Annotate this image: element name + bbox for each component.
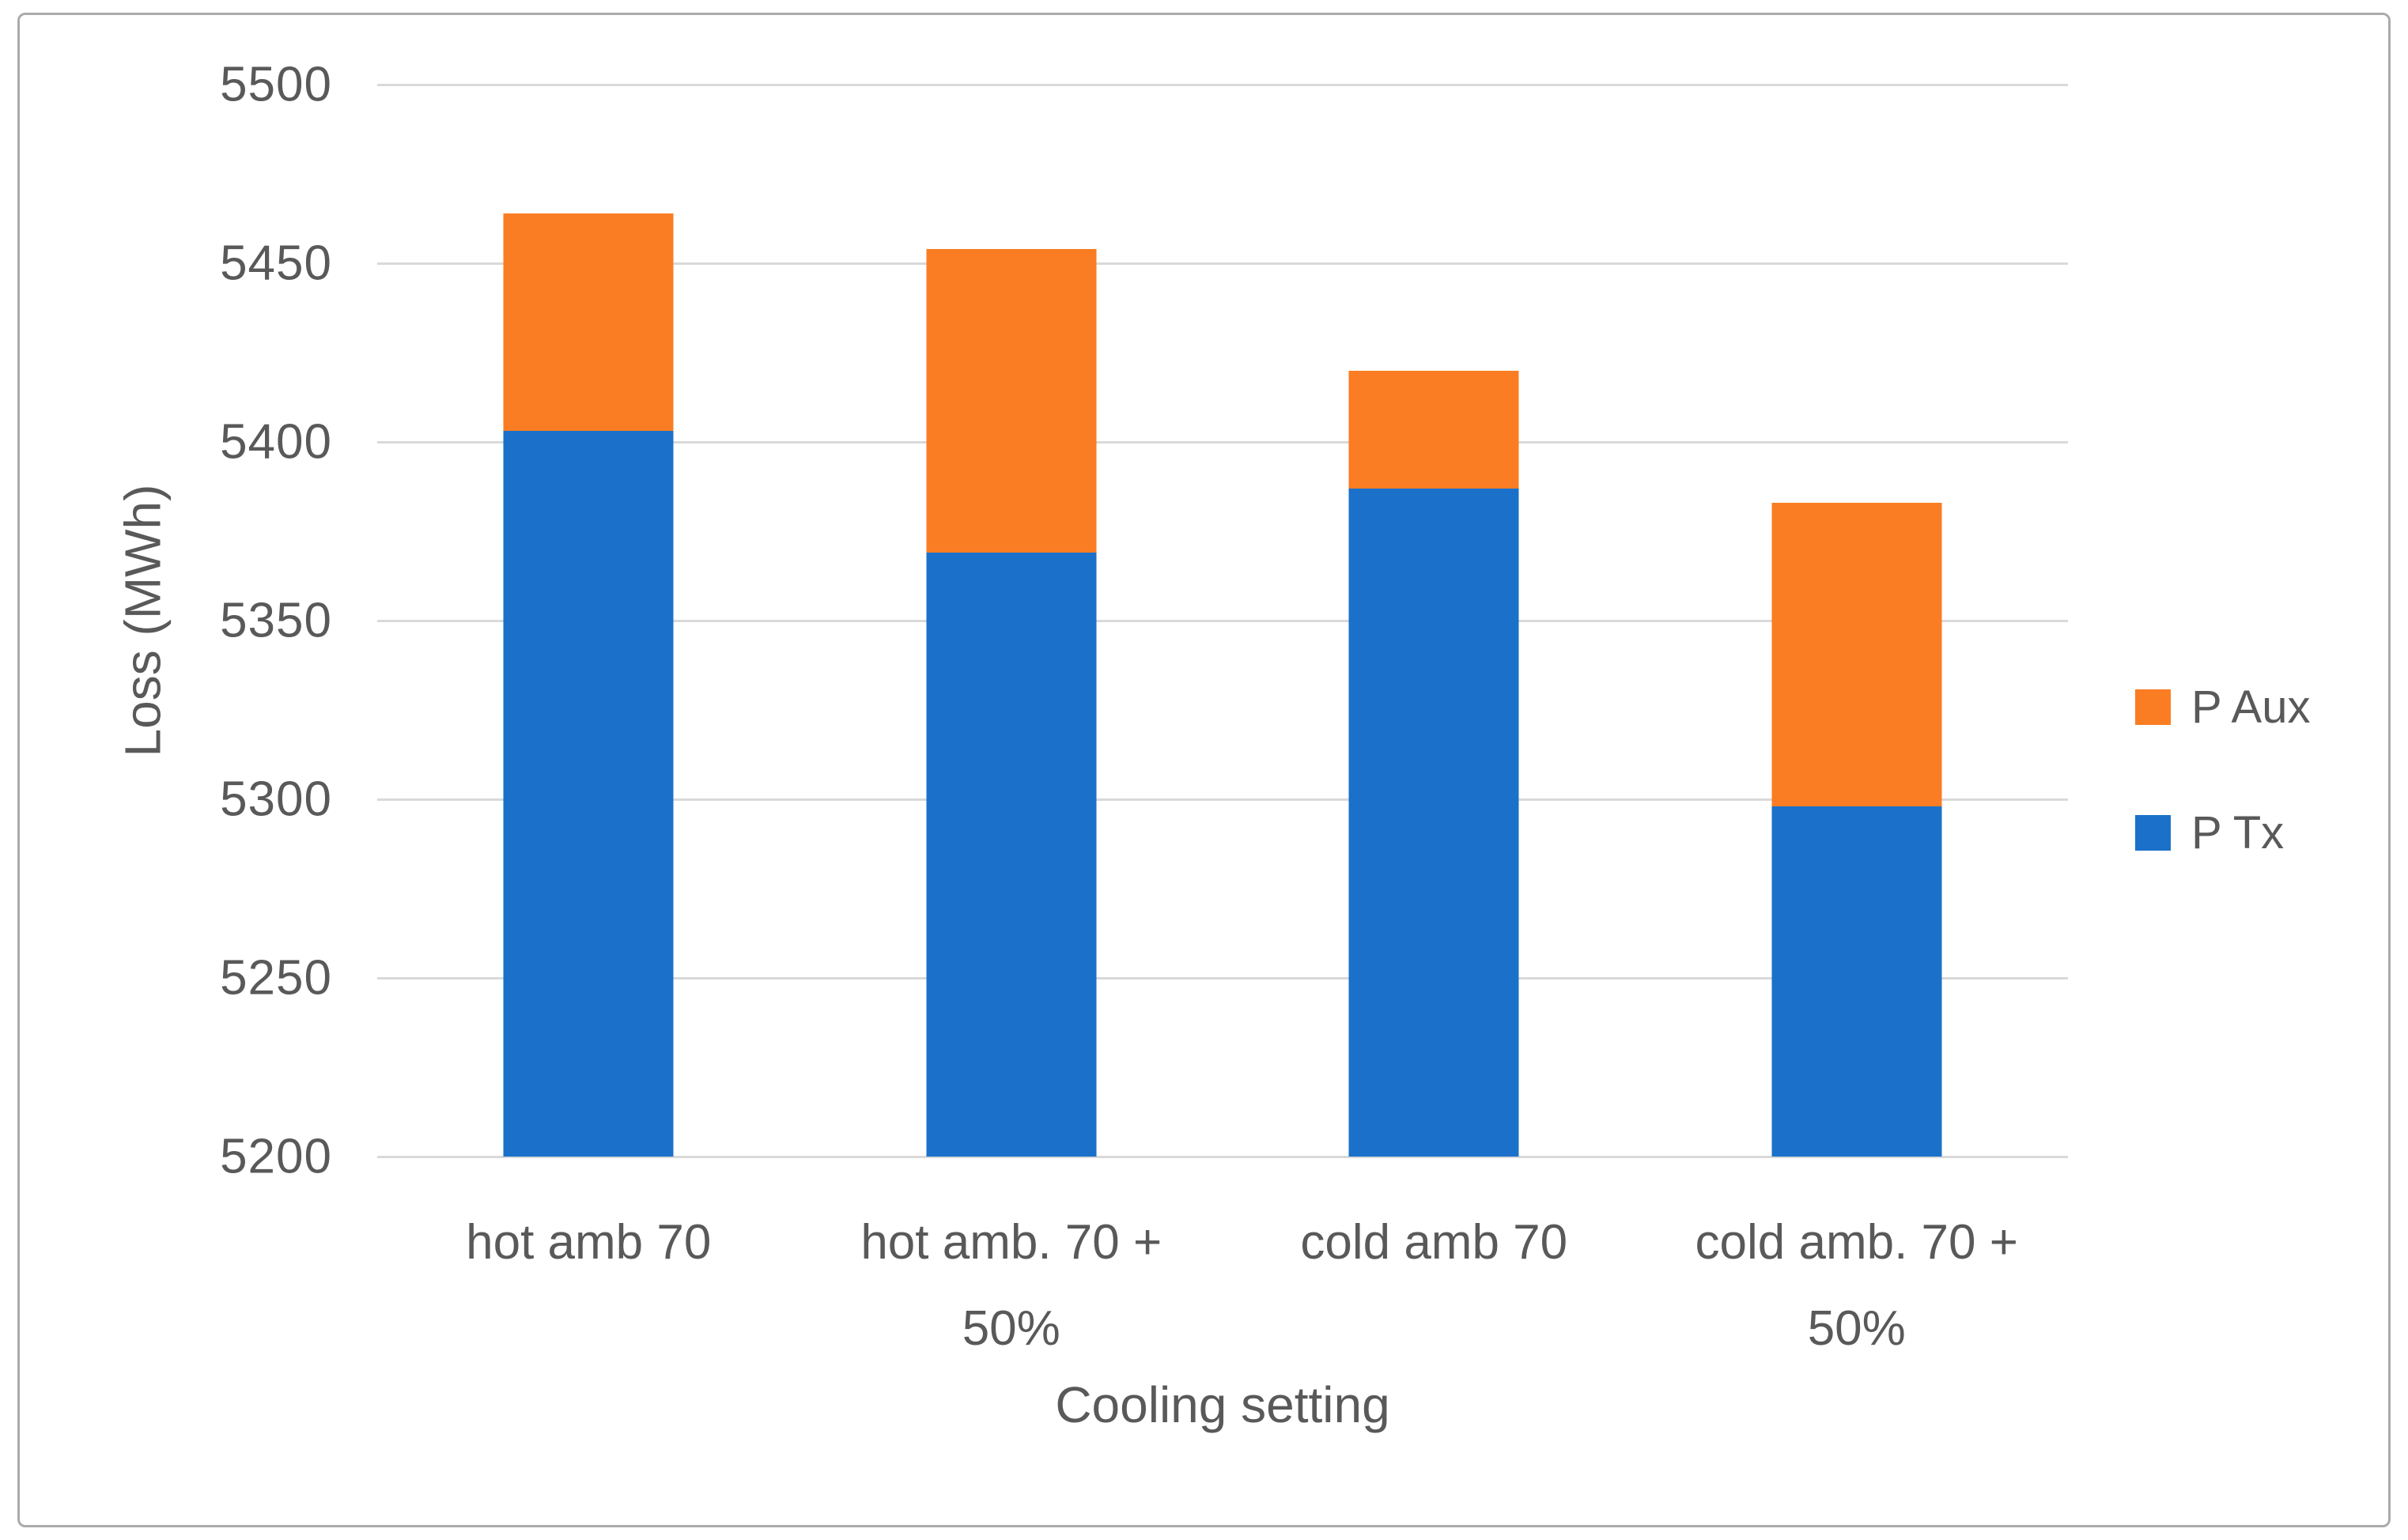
legend-item-p-aux: P Aux <box>2135 681 2311 734</box>
legend-swatch-p-tx <box>2135 815 2171 851</box>
legend-label-p-aux: P Aux <box>2191 681 2311 733</box>
bar-slot-cold-amb-70 <box>1223 85 1646 1157</box>
y-tick-label-5350: 5350 <box>220 593 332 648</box>
legend-swatch-p-aux <box>2135 689 2171 725</box>
x-category-label-cold-amb-70-50: cold amb. 70 + 50% <box>1695 1215 2018 1356</box>
bars <box>377 85 2068 1157</box>
bar-hot-amb-70-50 <box>926 248 1097 1157</box>
bar-segment-p-aux-hot-amb-70-50 <box>926 248 1097 553</box>
bar-hot-amb-70 <box>503 213 674 1157</box>
x-axis-title: Cooling setting <box>377 1376 2068 1434</box>
bar-cold-amb-70-50 <box>1771 502 1942 1157</box>
gridline-5250 <box>377 976 2068 979</box>
y-axis-tick-labels: 5500 5450 5400 5350 5300 5250 5200 <box>0 58 332 1184</box>
y-tick-label-5300: 5300 <box>220 772 332 827</box>
gridline-5500 <box>377 83 2068 86</box>
bar-segment-p-aux-hot-amb-70 <box>503 213 674 432</box>
gridline-5450 <box>377 262 2068 265</box>
gridline-5400 <box>377 440 2068 444</box>
y-tick-label-5500: 5500 <box>220 57 332 112</box>
x-axis-category-labels: hot amb 70 hot amb. 70 + 50% cold amb 70 co… <box>377 1200 2068 1372</box>
legend-item-p-tx: P Tx <box>2135 806 2311 859</box>
y-tick-label-5250: 5250 <box>220 950 332 1006</box>
plot-area <box>377 83 2068 1158</box>
bar-segment-p-tx-cold-amb-70 <box>1348 488 1519 1157</box>
y-tick-label-5200: 5200 <box>220 1129 332 1184</box>
bar-slot-hot-amb-70-50 <box>800 85 1223 1157</box>
legend-label-p-tx: P Tx <box>2191 807 2285 859</box>
gridline-5200 <box>377 1155 2068 1158</box>
figure-border <box>17 13 2391 1527</box>
gridline-5350 <box>377 619 2068 622</box>
x-axis-title-text: Cooling setting <box>1055 1376 1390 1433</box>
y-tick-label-5400: 5400 <box>220 414 332 470</box>
bar-cold-amb-70 <box>1348 370 1519 1157</box>
bar-segment-p-tx-hot-amb-70 <box>503 431 674 1157</box>
bar-segment-p-tx-cold-amb-70-50 <box>1771 806 1942 1157</box>
x-category-label-hot-amb-70: hot amb 70 <box>466 1215 712 1270</box>
bar-segment-p-aux-cold-amb-70-50 <box>1771 502 1942 807</box>
y-tick-label-5450: 5450 <box>220 236 332 291</box>
gridline-5300 <box>377 798 2068 801</box>
bar-segment-p-aux-cold-amb-70 <box>1348 370 1519 489</box>
bar-slot-cold-amb-70-50 <box>1646 85 2069 1157</box>
bar-segment-p-tx-hot-amb-70-50 <box>926 553 1097 1157</box>
legend: P Aux P Tx <box>2135 681 2311 859</box>
x-category-label-cold-amb-70: cold amb 70 <box>1300 1215 1568 1270</box>
bar-slot-hot-amb-70 <box>377 85 800 1157</box>
x-category-label-hot-amb-70-50: hot amb. 70 + 50% <box>860 1215 1162 1356</box>
